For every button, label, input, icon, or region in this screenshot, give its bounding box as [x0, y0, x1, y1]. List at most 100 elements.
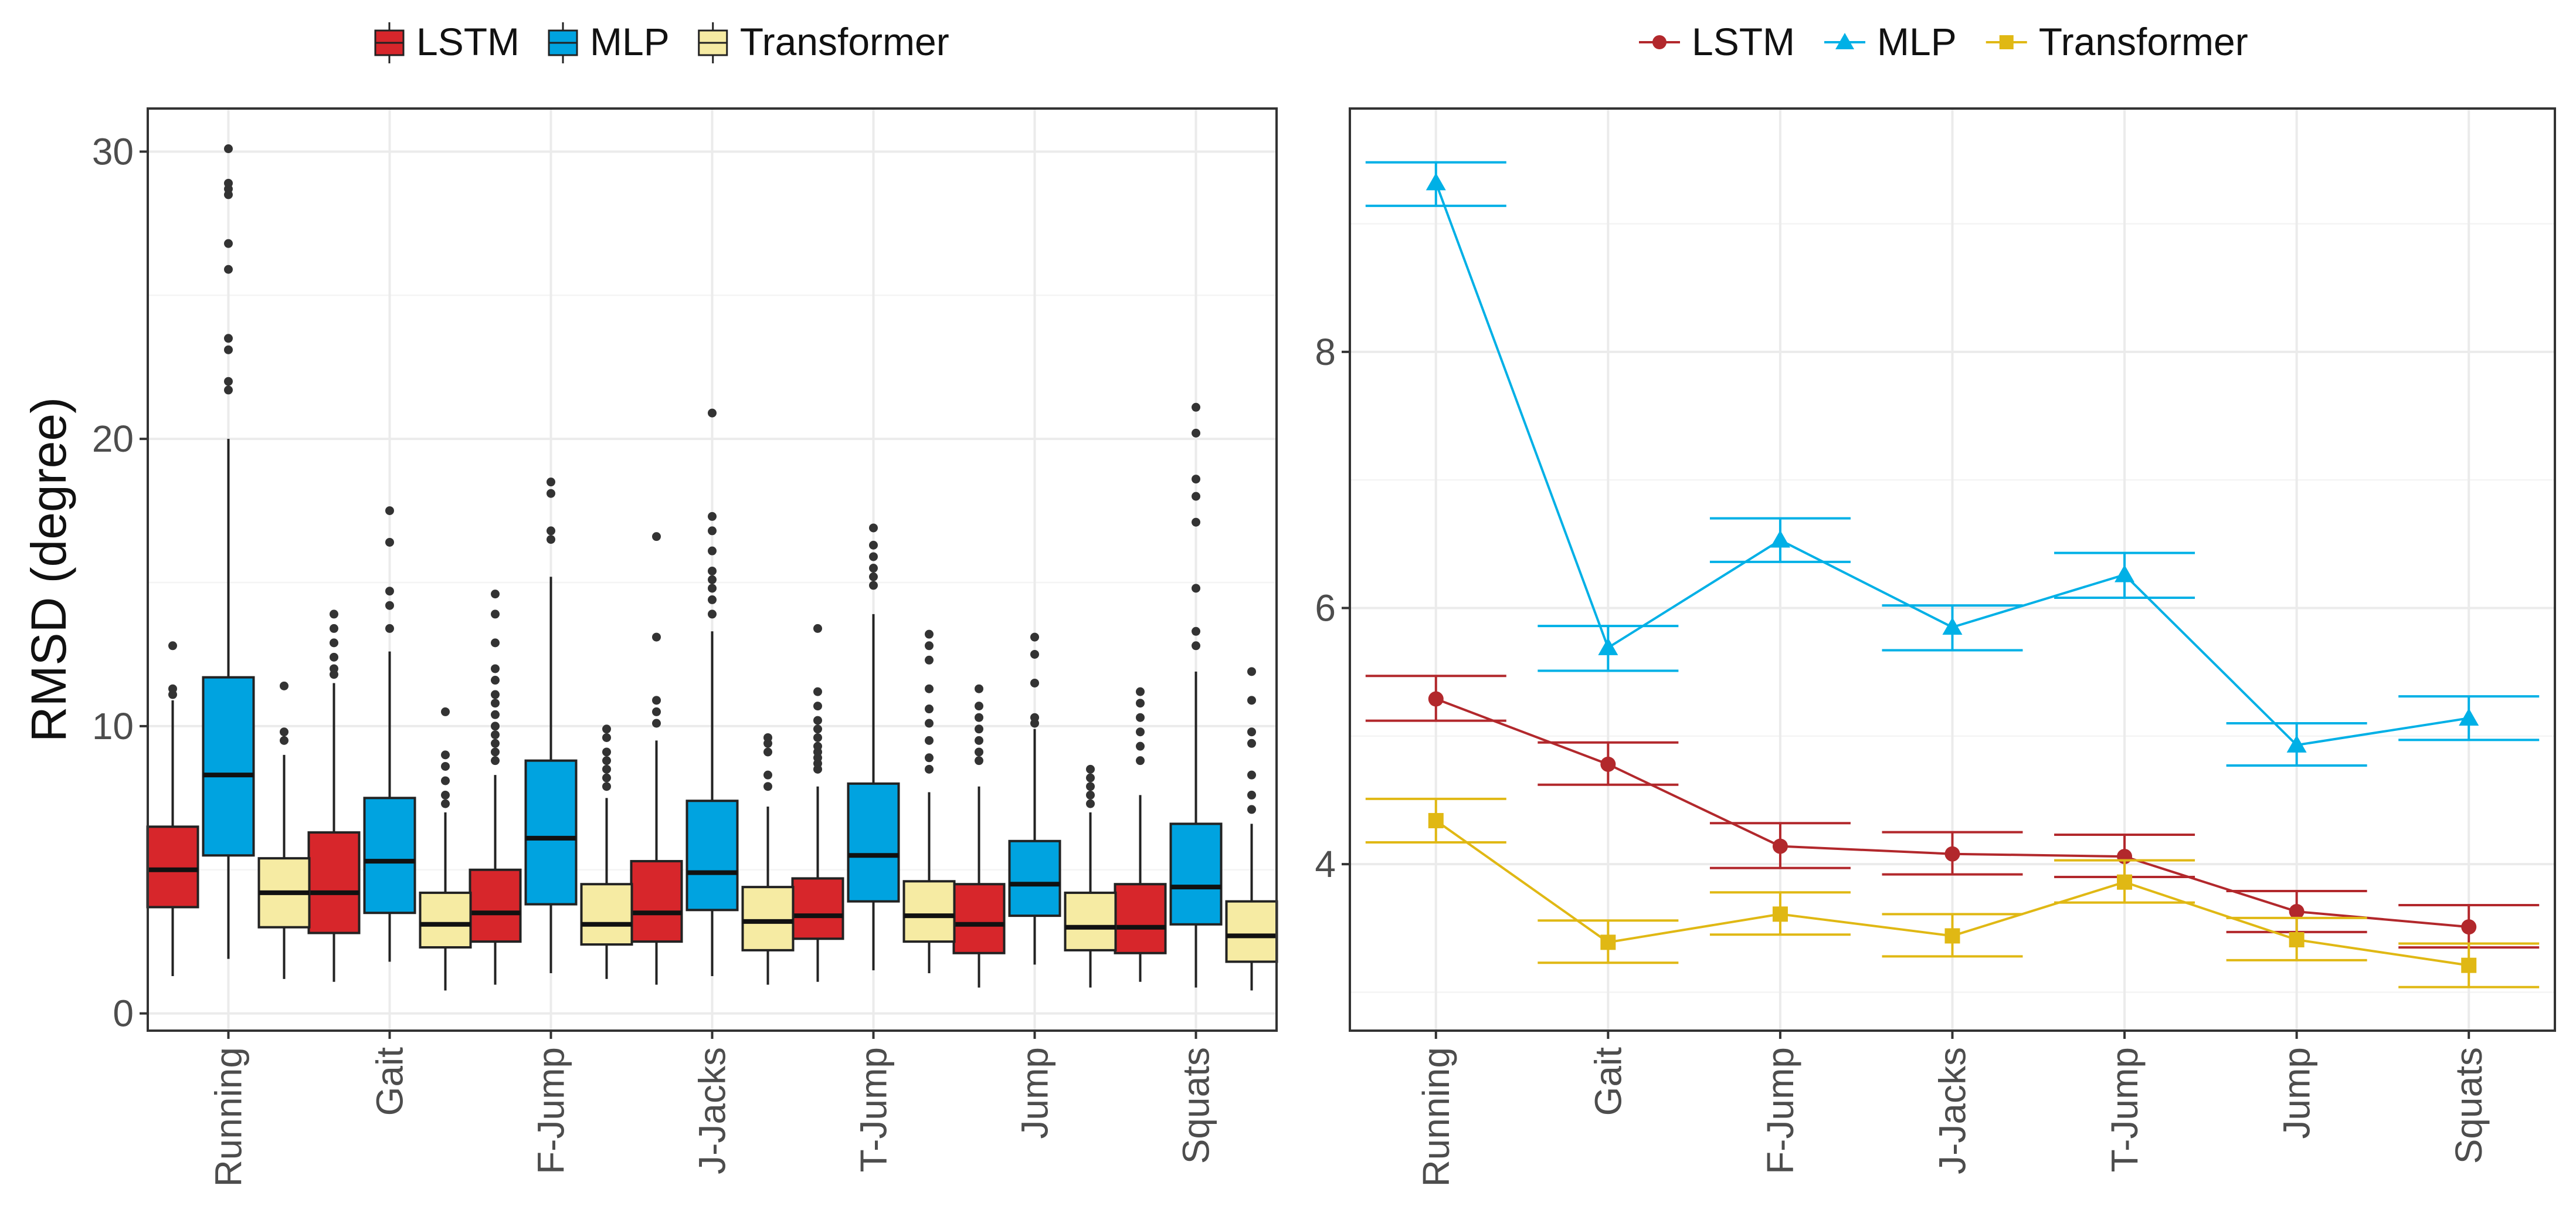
data-point: [2459, 708, 2479, 726]
data-point: [1428, 812, 1444, 828]
data-point: [1772, 906, 1788, 922]
right-xtick-label: Squats: [2448, 1047, 2490, 1164]
data-point: [1944, 928, 1960, 944]
box-iqr: [202, 676, 255, 857]
box-iqr: [1225, 900, 1278, 963]
outlier-point: [869, 552, 878, 561]
left-xtick-label: J-Jacks: [691, 1047, 734, 1174]
outlier-point: [602, 782, 611, 791]
outlier-point: [1086, 782, 1095, 791]
left-panel: 0 10 20 30 RMSD (degree) Running Gait F-Jump J-J…: [21, 20, 1278, 1187]
right-legend-item-transformer: Transformer: [1986, 20, 2248, 63]
outlier-point: [708, 512, 717, 521]
box-iqr: [363, 797, 416, 915]
right-grid: [1350, 109, 2555, 1031]
outlier-point: [330, 652, 338, 662]
outlier-point: [925, 719, 934, 728]
box-transformer-j-jacks: [741, 733, 795, 985]
box-transformer-f-jump: [580, 724, 633, 979]
outlier-point: [280, 681, 289, 690]
outlier-point: [491, 747, 500, 757]
left-xtick-label: T-Jump: [853, 1047, 895, 1172]
box-iqr: [1008, 839, 1061, 917]
outlier-point: [385, 601, 394, 610]
outlier-point: [602, 764, 611, 774]
right-xtick-label: J-Jacks: [1932, 1047, 1974, 1174]
right-legend-label: LSTM: [1692, 20, 1795, 63]
data-point: [2461, 919, 2477, 935]
left-ylabel: RMSD (degree): [21, 397, 76, 742]
right-xtick-label: F-Jump: [1759, 1047, 1801, 1174]
outlier-point: [652, 707, 661, 716]
box-iqr: [580, 883, 633, 946]
outlier-point: [491, 710, 500, 719]
outlier-point: [1086, 790, 1095, 800]
data-point: [2115, 564, 2135, 582]
outlier-point: [1030, 649, 1039, 659]
outlier-point: [975, 756, 983, 766]
outlier-point: [280, 727, 289, 737]
legend-key-marker: [1999, 35, 2014, 49]
outlier-point: [1247, 790, 1256, 800]
box-iqr: [524, 759, 578, 906]
outlier-point: [224, 144, 233, 154]
box-lstm-running: [146, 641, 199, 976]
outlier-point: [1192, 428, 1200, 438]
box-iqr: [741, 886, 795, 951]
outlier-point: [925, 753, 934, 763]
data-point: [1944, 846, 1960, 862]
outlier-point: [813, 741, 822, 751]
outlier-point: [708, 595, 717, 604]
left-legend-label: MLP: [590, 20, 670, 63]
outlier-point: [1030, 632, 1039, 642]
outlier-point: [441, 707, 450, 716]
outlier-point: [385, 537, 394, 547]
outlier-point: [491, 699, 500, 708]
outlier-point: [652, 696, 661, 705]
data-point: [1600, 934, 1616, 950]
outlier-point: [1247, 770, 1256, 780]
outlier-point: [491, 690, 500, 699]
outlier-point: [1247, 727, 1256, 737]
box-mlp-gait: [363, 506, 416, 962]
outlier-point: [547, 477, 555, 487]
outlier-point: [975, 702, 983, 711]
outlier-point: [330, 664, 338, 673]
outlier-point: [385, 624, 394, 633]
box-iqr: [146, 825, 199, 909]
box-iqr: [419, 891, 472, 949]
data-point: [2117, 874, 2133, 890]
outlier-point: [1136, 687, 1145, 696]
outlier-point: [708, 609, 717, 619]
left-legend-item-mlp: MLP: [548, 20, 670, 63]
outlier-point: [869, 564, 878, 573]
left-legend-label: Transformer: [740, 20, 949, 63]
box-transformer-running: [257, 681, 311, 979]
right-legend-label: Transformer: [2039, 20, 2248, 63]
outlier-point: [224, 345, 233, 354]
outlier-point: [813, 624, 822, 633]
box-iqr: [1114, 883, 1167, 954]
outlier-point: [547, 535, 555, 544]
right-xtick-label: T-Jump: [2103, 1047, 2146, 1172]
outlier-point: [1136, 727, 1145, 737]
right-series-transformer: [1365, 797, 2540, 988]
outlier-point: [869, 572, 878, 581]
outlier-point: [763, 782, 772, 791]
outlier-point: [280, 736, 289, 745]
data-point: [1772, 838, 1788, 854]
box-mlp-squats: [1169, 402, 1223, 988]
outlier-point: [385, 587, 394, 596]
right-xtick-label: Running: [1415, 1047, 1457, 1187]
outlier-point: [1030, 678, 1039, 687]
outlier-point: [708, 408, 717, 418]
outlier-point: [813, 702, 822, 711]
outlier-point: [224, 334, 233, 343]
outlier-point: [441, 799, 450, 808]
outlier-point: [168, 684, 177, 693]
outlier-point: [1247, 739, 1256, 748]
data-point: [2461, 957, 2477, 973]
box-iqr: [791, 877, 844, 940]
outlier-point: [385, 506, 394, 516]
outlier-point: [925, 736, 934, 745]
